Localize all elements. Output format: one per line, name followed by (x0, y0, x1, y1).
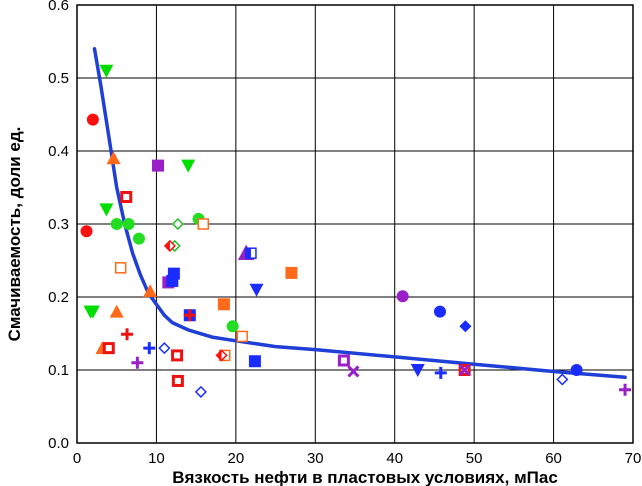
square-marker (285, 266, 298, 279)
circle-marker (122, 218, 135, 230)
triangle-marker (109, 304, 124, 318)
x-tick-label: 50 (466, 450, 483, 467)
triangle-down-marker (99, 64, 114, 78)
y-tick-label: 0.2 (48, 289, 69, 306)
circle-marker (132, 232, 145, 245)
circle-marker (396, 290, 409, 303)
circle-marker (86, 113, 99, 126)
square-marker (152, 159, 165, 172)
triangle-down-marker (410, 364, 425, 377)
plus-marker (434, 366, 447, 379)
x-axis-title: Вязкость нефти в пластовых условиях, мПа… (172, 468, 558, 486)
cross-marker (458, 363, 471, 377)
cross-marker (347, 365, 360, 378)
y-axis-ticks: 0.0 0.1 0.2 0.3 0.4 0.5 0.6 (48, 0, 69, 452)
square-open-center-marker (171, 349, 184, 362)
triangle-down-marker (249, 283, 264, 297)
square-open-center-marker (337, 354, 350, 367)
y-tick-label: 0.0 (48, 435, 69, 452)
circle-marker (433, 305, 446, 318)
square-marker (217, 298, 230, 311)
circle-marker (80, 225, 93, 238)
circle-marker (110, 218, 123, 230)
plus-marker (143, 342, 156, 355)
triangle-down-marker (181, 159, 196, 173)
square-marker (166, 274, 179, 287)
plot-frame (76, 4, 634, 444)
square-open-marker (197, 218, 210, 230)
square-open-center-marker (171, 374, 184, 387)
plus-marker (121, 328, 134, 341)
diamond-half-marker (215, 349, 228, 362)
plus-marker (183, 309, 196, 322)
plus-marker (131, 356, 144, 369)
triangle-down-marker (99, 203, 114, 217)
x-tick-label: 40 (386, 450, 403, 467)
y-axis-title: Смачиваемость, доли ед. (5, 127, 24, 342)
diamond-open-marker (171, 217, 184, 231)
trend-line (92, 47, 627, 380)
diamond-open-marker (158, 342, 171, 355)
y-tick-label: 0.3 (48, 216, 69, 233)
triangle-marker (106, 151, 121, 165)
x-tick-label: 70 (625, 450, 642, 467)
square-open-center-marker (102, 342, 115, 355)
x-tick-label: 10 (148, 450, 165, 467)
y-tick-label: 0.5 (48, 70, 69, 87)
diamond-open-marker (556, 373, 569, 386)
diamond-marker (459, 320, 472, 333)
marker-group (80, 64, 632, 398)
x-tick-label: 30 (307, 450, 324, 467)
square-open-marker (114, 262, 127, 274)
x-axis-ticks: 0 10 20 30 40 50 60 70 (73, 450, 642, 467)
square-half-marker (245, 247, 257, 259)
triangle-down-marker (85, 305, 100, 319)
square-open-center-marker (120, 190, 133, 203)
square-open-marker (236, 330, 248, 343)
diamond-half-marker (163, 239, 176, 252)
trend-line-group (92, 47, 627, 380)
grid (76, 4, 634, 444)
triangle-marker (143, 284, 158, 298)
circle-marker (226, 320, 239, 333)
square-marker (248, 355, 261, 368)
x-tick-label: 0 (73, 450, 81, 467)
y-tick-label: 0.6 (48, 0, 69, 14)
y-tick-label: 0.4 (48, 143, 69, 160)
diamond-open-marker (194, 385, 207, 398)
y-tick-label: 0.1 (48, 362, 69, 379)
x-tick-label: 20 (228, 450, 245, 467)
circle-marker (570, 364, 583, 376)
plus-marker (619, 383, 632, 396)
x-tick-label: 60 (545, 450, 562, 467)
